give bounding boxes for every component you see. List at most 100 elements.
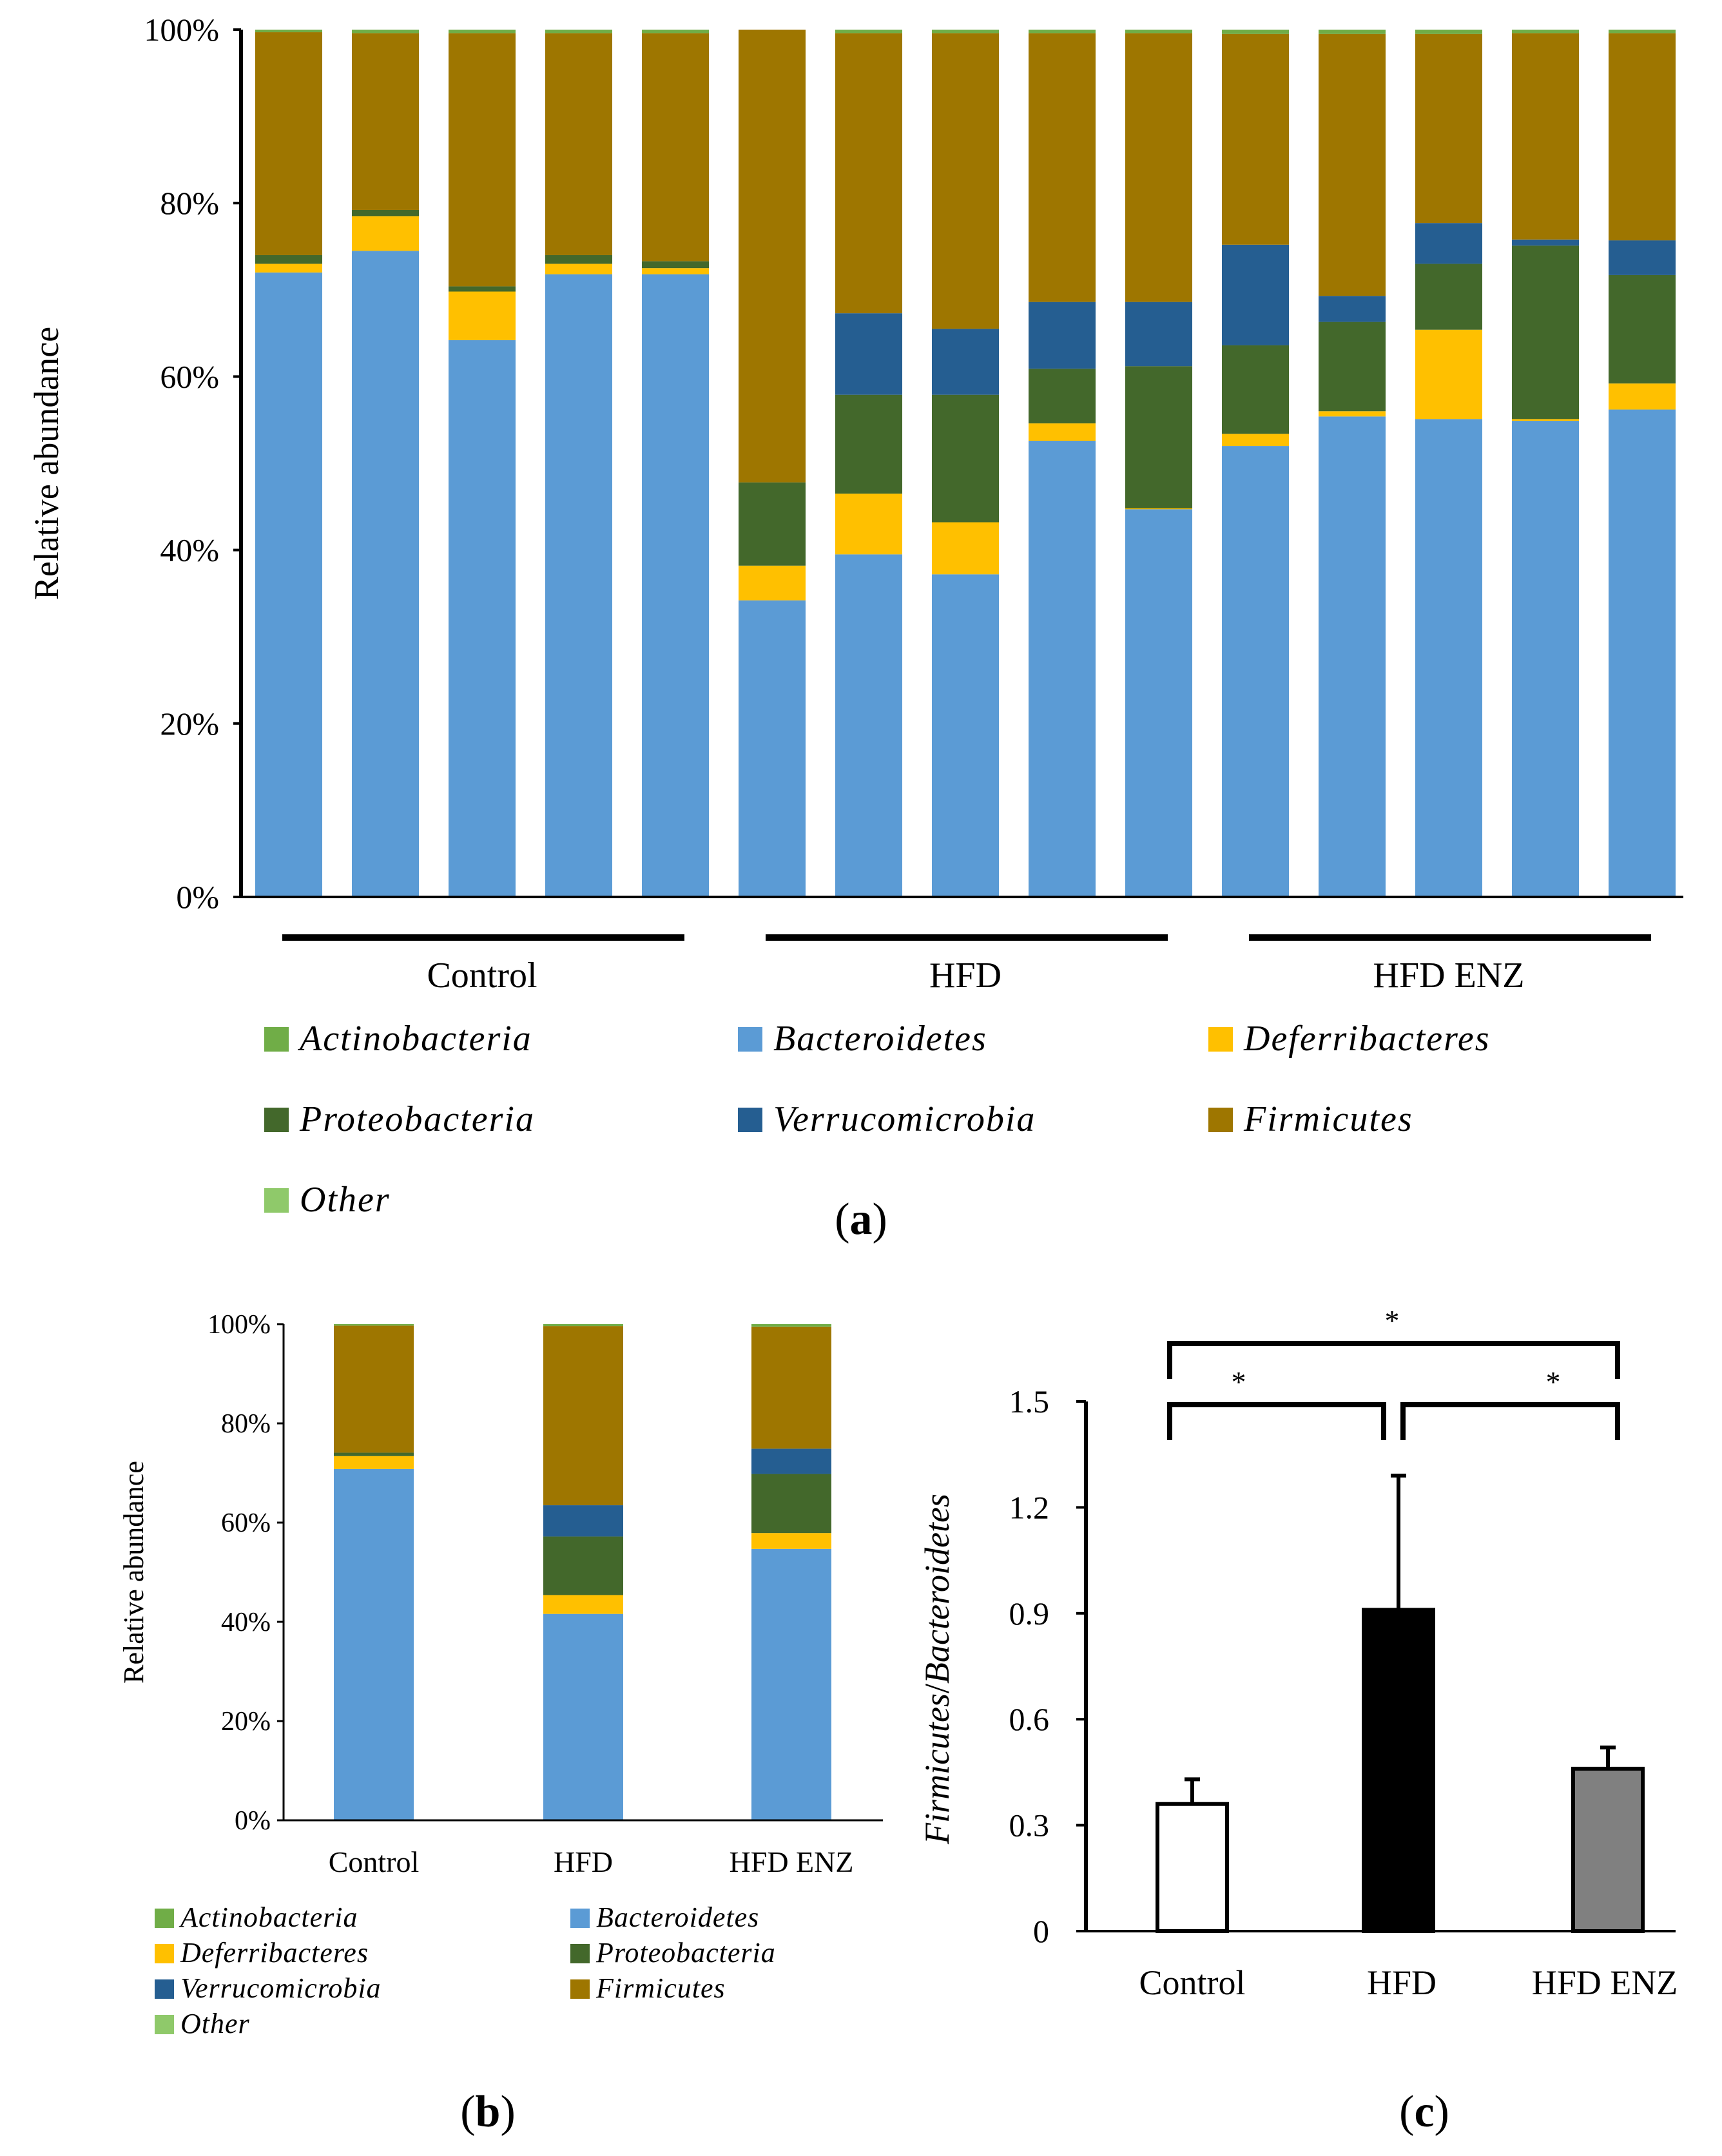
b-bar-control-firmicutes	[334, 1325, 414, 1453]
a-legend-label-verrucomicrobia: Verrucomicrobia	[773, 1099, 1036, 1139]
b-category-hfd: HFD	[554, 1845, 613, 1878]
a-bar-3-bacteroidetes	[449, 340, 516, 897]
b-bar-hfd-proteobacteria	[543, 1536, 623, 1595]
c-significance-bracket-2	[1400, 1402, 1620, 1440]
a-legend-label-bacteroidetes: Bacteroidetes	[773, 1019, 987, 1059]
a-bar-2-proteobacteria	[352, 209, 419, 217]
a-bar-5-proteobacteria	[642, 261, 709, 269]
a-bar-14-actinobacteria	[1512, 30, 1579, 34]
c-ytick-label: 0.9	[1009, 1595, 1050, 1631]
a-bar-1-actinobacteria	[255, 30, 322, 33]
panel-a-ylabel: Relative abundance	[27, 327, 66, 600]
a-bar-5-firmicutes	[642, 33, 709, 262]
a-legend-label-proteobacteria: Proteobacteria	[299, 1099, 535, 1139]
a-bar-13-verrucomicrobia	[1415, 223, 1482, 264]
c-ytick-label: 0.3	[1009, 1807, 1050, 1843]
panel-c-label: (c)	[1399, 2087, 1449, 2137]
a-legend-label-other: Other	[300, 1180, 391, 1220]
a-bar-14-deferribacteres	[1512, 419, 1579, 421]
b-bar-hfd-deferribacteres	[543, 1595, 623, 1614]
a-bar-7-actinobacteria	[835, 30, 902, 34]
a-bar-11-actinobacteria	[1222, 30, 1289, 34]
a-bar-3-actinobacteria	[449, 30, 516, 34]
a-bar-13-proteobacteria	[1415, 264, 1482, 330]
b-bar-hfd-enz-proteobacteria	[751, 1474, 831, 1534]
a-bar-2-actinobacteria	[352, 30, 419, 34]
a-legend-swatch-actinobacteria	[264, 1027, 289, 1052]
a-bar-4-actinobacteria	[545, 30, 612, 34]
b-ytick-label: 60%	[221, 1508, 271, 1538]
a-bar-13-actinobacteria	[1415, 30, 1482, 34]
a-bar-12-actinobacteria	[1319, 30, 1386, 34]
b-legend-swatch-deferribacteres	[155, 1944, 174, 1963]
a-bar-9-firmicutes	[1029, 33, 1096, 302]
a-bar-7-proteobacteria	[835, 394, 902, 494]
a-legend-swatch-verrucomicrobia	[738, 1108, 762, 1132]
panel-a-bars	[255, 30, 1676, 898]
a-bar-12-bacteroidetes	[1319, 416, 1386, 897]
b-bar-hfd-firmicutes	[543, 1326, 623, 1506]
a-legend-swatch-other	[264, 1188, 289, 1213]
a-bar-10-verrucomicrobia	[1125, 302, 1192, 367]
a-bar-8-firmicutes	[932, 33, 999, 329]
b-bar-hfd-enz-bacteroidetes	[751, 1548, 831, 1820]
a-bar-11-proteobacteria	[1222, 345, 1289, 434]
a-bar-9-bacteroidetes	[1029, 441, 1096, 897]
a-bar-10-firmicutes	[1125, 33, 1192, 302]
a-ytick-label: 80%	[160, 185, 219, 221]
a-bar-15-verrucomicrobia	[1609, 240, 1676, 275]
a-bar-8-verrucomicrobia	[932, 329, 999, 395]
a-bar-8-proteobacteria	[932, 394, 999, 523]
a-bar-14-bacteroidetes	[1512, 421, 1579, 897]
a-bar-9-actinobacteria	[1029, 30, 1096, 34]
b-legend-swatch-proteobacteria	[570, 1944, 590, 1963]
a-bar-1-deferribacteres	[255, 264, 322, 273]
a-bar-5-bacteroidetes	[642, 274, 709, 897]
panel-a: 0% 20% 40% 60% 80% 100% Relative abundance Co…	[27, 12, 1683, 1244]
c-significance-star-1: *	[1232, 1365, 1246, 1398]
a-bar-7-firmicutes	[835, 33, 902, 314]
panel-b-label: (b)	[460, 2087, 516, 2137]
a-bar-13-deferribacteres	[1415, 329, 1482, 419]
a-bar-6-deferribacteres	[739, 565, 806, 601]
a-bar-4-bacteroidetes	[545, 274, 612, 897]
c-ytick-label: 1.2	[1009, 1489, 1050, 1525]
a-bar-8-bacteroidetes	[932, 574, 999, 897]
a-bar-5-actinobacteria	[642, 30, 709, 34]
b-ytick-label: 20%	[221, 1707, 271, 1737]
a-bar-12-deferribacteres	[1319, 411, 1386, 417]
c-ytick-label: 0.6	[1009, 1701, 1050, 1737]
b-ytick-label: 80%	[221, 1409, 271, 1439]
a-bar-6-proteobacteria	[739, 482, 806, 566]
a-ytick-label: 60%	[160, 358, 219, 394]
a-bar-1-firmicutes	[255, 32, 322, 255]
panel-c-significance: * * *	[1167, 1304, 1620, 1440]
a-bar-7-verrucomicrobia	[835, 313, 902, 395]
a-bar-11-verrucomicrobia	[1222, 244, 1289, 345]
a-bar-3-deferribacteres	[449, 291, 516, 340]
a-bar-14-firmicutes	[1512, 33, 1579, 240]
a-bar-13-firmicutes	[1415, 34, 1482, 224]
b-category-control: Control	[329, 1845, 420, 1878]
a-bar-11-deferribacteres	[1222, 434, 1289, 447]
a-bar-2-bacteroidetes	[352, 251, 419, 898]
a-ytick-label: 100%	[144, 12, 219, 48]
c-ytick-label: 1.5	[1009, 1383, 1050, 1420]
a-bar-9-deferribacteres	[1029, 423, 1096, 441]
b-legend-label-verrucomicrobia: Verrucomicrobia	[180, 1972, 382, 2004]
a-bar-9-verrucomicrobia	[1029, 302, 1096, 369]
a-bar-15-firmicutes	[1609, 33, 1676, 241]
a-bar-4-proteobacteria	[545, 255, 612, 264]
b-bar-hfd-enz-firmicutes	[751, 1326, 831, 1449]
a-legend-swatch-deferribacteres	[1208, 1027, 1233, 1052]
a-bar-7-bacteroidetes	[835, 554, 902, 897]
c-significance-star-3: *	[1385, 1304, 1400, 1337]
b-legend-swatch-actinobacteria	[155, 1909, 174, 1928]
a-bar-6-bacteroidetes	[739, 600, 806, 897]
a-bar-15-actinobacteria	[1609, 30, 1676, 34]
b-legend-swatch-other	[155, 2015, 174, 2034]
c-significance-star-2: *	[1546, 1365, 1561, 1398]
panel-b-bars	[334, 1324, 831, 1820]
c-category-hfd: HFD	[1367, 1963, 1437, 2002]
